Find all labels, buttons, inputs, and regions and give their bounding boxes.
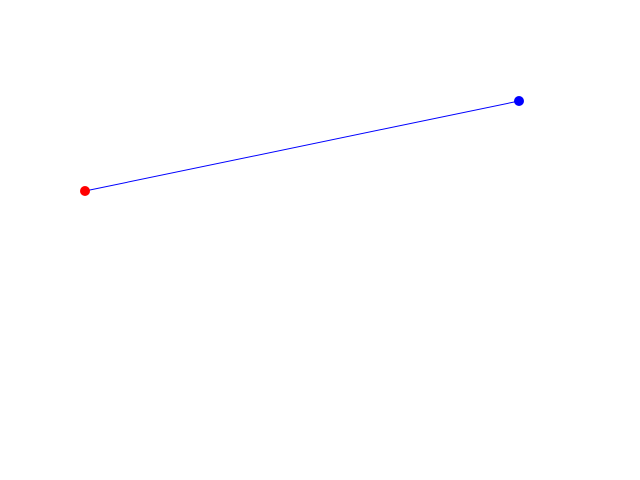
connector-line xyxy=(84,100,520,192)
end-point[interactable] xyxy=(514,96,524,106)
start-point[interactable] xyxy=(80,186,90,196)
